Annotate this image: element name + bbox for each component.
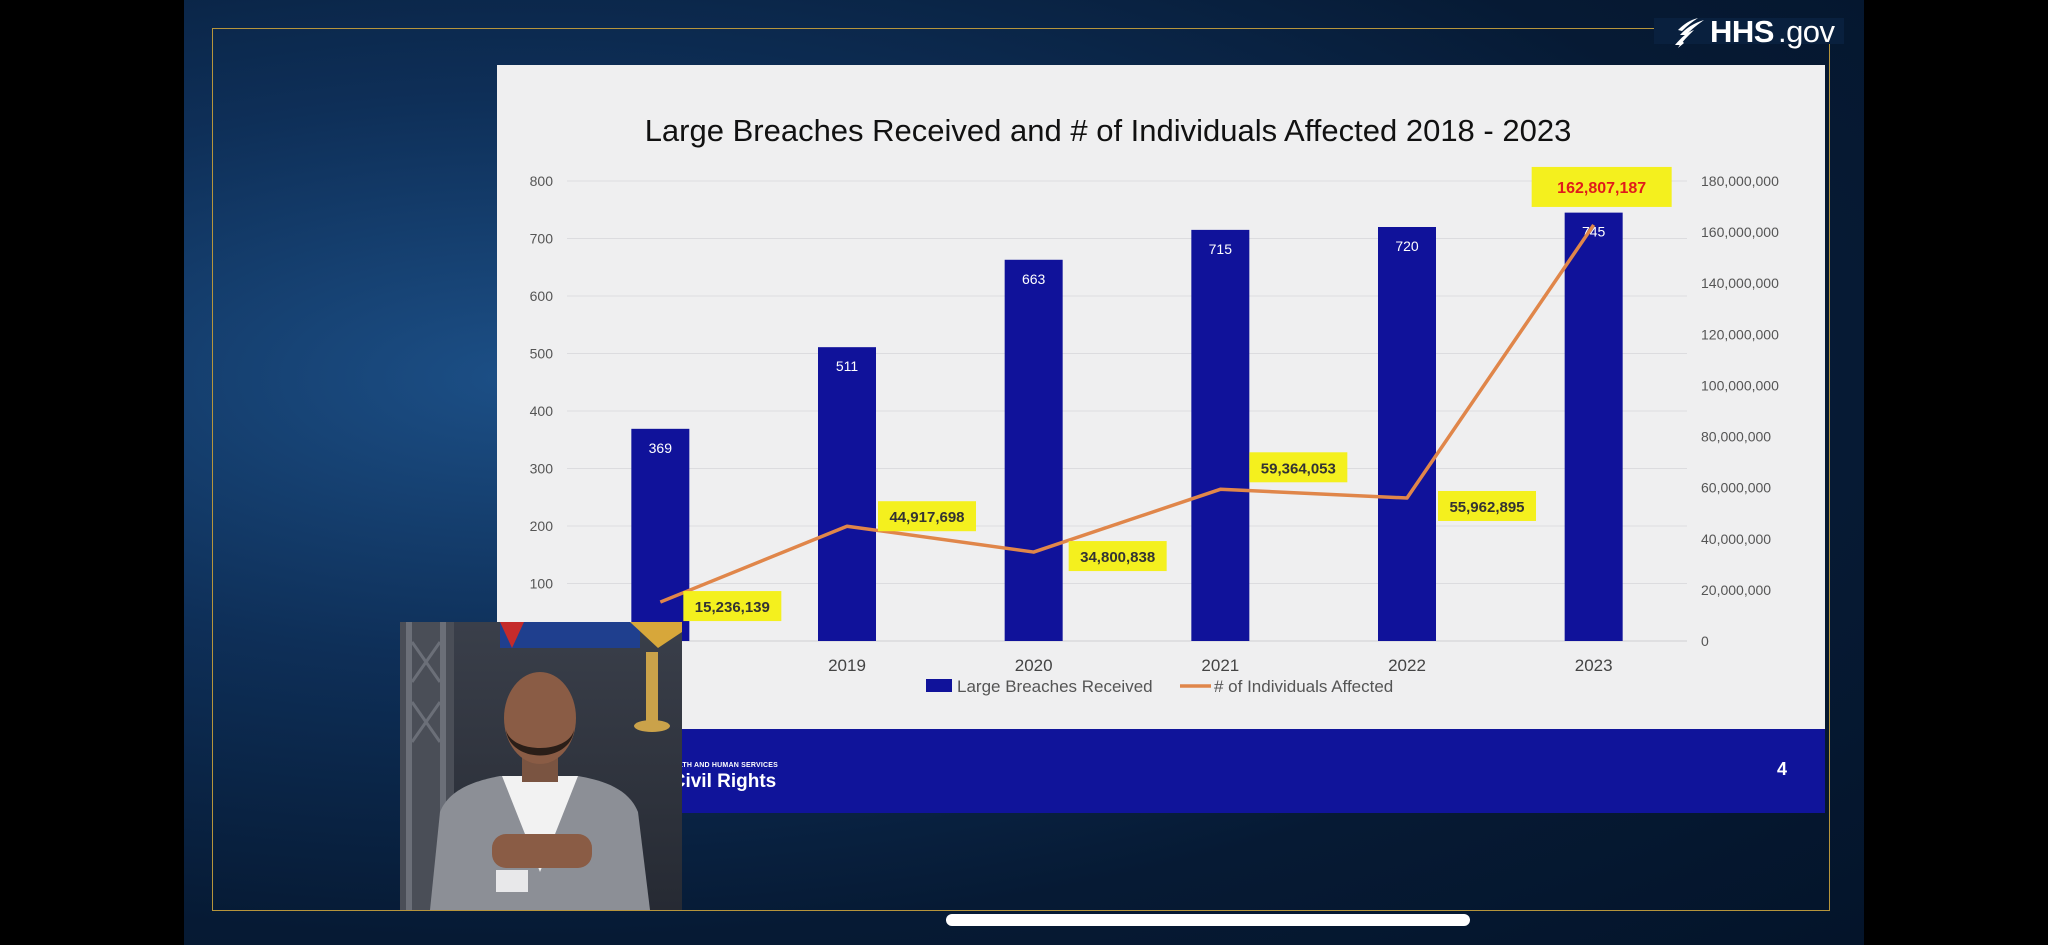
- hhs-logo: HHS .gov: [1672, 14, 1835, 50]
- y-left-tick-label: 300: [530, 461, 554, 477]
- y-right-tick-label: 180,000,000: [1701, 173, 1779, 189]
- presentation-slide: Large Breaches Received and # of Individ…: [497, 65, 1825, 813]
- line-label-highlight: [1531, 166, 1672, 207]
- bar-value-label: 511: [836, 358, 859, 374]
- legend-label-line: # of Individuals Affected: [1214, 677, 1393, 696]
- line-label-highlight: [1068, 541, 1167, 572]
- slide-page-number: 4: [1776, 759, 1787, 779]
- line-label-highlight: [1438, 490, 1536, 521]
- y-right-tick-label: 0: [1701, 633, 1709, 649]
- line-series: [659, 223, 1596, 604]
- home-indicator[interactable]: [946, 914, 1470, 926]
- line-value-label: 55,962,895: [1449, 499, 1524, 516]
- bar-value-label: 720: [1395, 238, 1419, 254]
- gold-frame: [212, 28, 1830, 911]
- y-right-tick-label: 100,000,000: [1701, 377, 1779, 393]
- line-value-label: 162,807,187: [1557, 180, 1646, 197]
- chart: 0100200300400500600700800020,000,00040,0…: [530, 166, 1779, 696]
- y-left-tick-label: 400: [530, 403, 554, 419]
- y-left-tick-label: 800: [530, 173, 554, 189]
- x-tick-label: 2023: [1575, 656, 1613, 675]
- line-value-label: 59,364,053: [1261, 460, 1336, 477]
- x-tick-label: 2020: [1015, 656, 1053, 675]
- line-label-highlight: [878, 501, 976, 532]
- bar: [1191, 229, 1250, 641]
- x-tick-label: 2021: [1201, 656, 1239, 675]
- line-value-label: 34,800,838: [1080, 549, 1155, 566]
- y-right-tick-label: 160,000,000: [1701, 224, 1779, 240]
- x-tick-label: 2022: [1388, 656, 1426, 675]
- hhs-logo-tld: .gov: [1777, 14, 1835, 49]
- video-stage: HHS .gov Large Breaches Received and # of…: [184, 0, 1864, 945]
- speaker-video-frame: [400, 622, 682, 910]
- bar: [1378, 227, 1436, 641]
- speaker-webcam: [400, 622, 682, 910]
- y-right-tick-label: 140,000,000: [1701, 275, 1779, 291]
- x-tick-label: 2019: [828, 656, 866, 675]
- legend-label-bars: Large Breaches Received: [957, 677, 1153, 696]
- y-right-tick-label: 40,000,000: [1701, 531, 1771, 547]
- bar: [631, 428, 690, 641]
- bar-value-label: 663: [1022, 271, 1046, 287]
- bar: [1004, 259, 1063, 641]
- y-left-tick-label: 200: [530, 518, 554, 534]
- y-left-tick-label: 100: [530, 576, 554, 592]
- bar: [1564, 212, 1623, 641]
- y-left-tick-label: 600: [530, 288, 554, 304]
- bar-value-label: 715: [1209, 241, 1233, 257]
- line-value-label: 44,917,698: [889, 509, 964, 526]
- line-label-highlight: [1249, 452, 1348, 483]
- y-right-tick-label: 120,000,000: [1701, 326, 1779, 342]
- y-right-tick-label: 80,000,000: [1701, 429, 1771, 445]
- y-left-tick-label: 500: [530, 346, 554, 362]
- line-value-label: 15,236,139: [695, 599, 770, 616]
- hhs-logo-brand: HHS: [1710, 14, 1774, 49]
- eagle-icon: [1675, 18, 1704, 48]
- slide-footer: U.S. DEPARTMENT OF HEALTH AND HUMAN SERV…: [497, 729, 1825, 813]
- legend-swatch-bars: [926, 679, 952, 692]
- y-right-tick-label: 60,000,000: [1701, 480, 1771, 496]
- y-left-tick-label: 700: [530, 231, 554, 247]
- bar-value-label: 369: [649, 440, 673, 456]
- line-label-highlight: [683, 591, 782, 622]
- y-right-tick-label: 20,000,000: [1701, 582, 1771, 598]
- bar: [818, 347, 876, 641]
- slide-title: Large Breaches Received and # of Individ…: [644, 113, 1572, 148]
